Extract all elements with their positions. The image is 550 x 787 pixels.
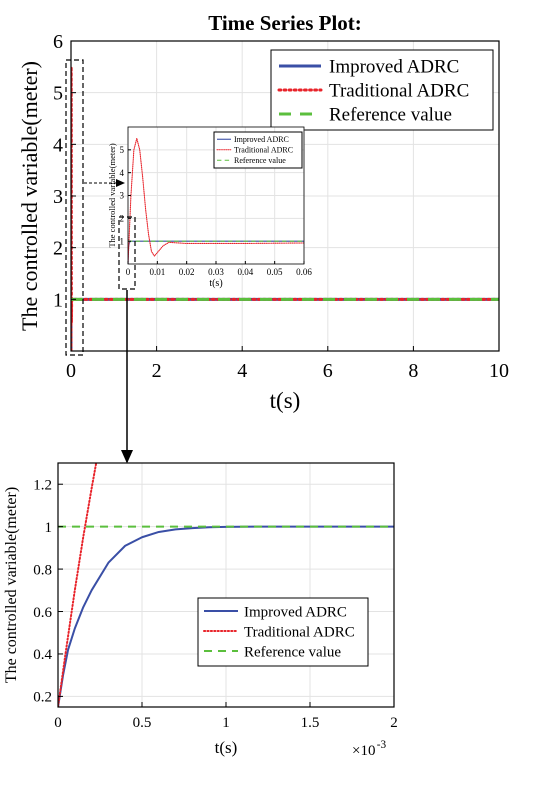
- x-multiplier: ×10: [352, 743, 375, 759]
- x-tick-label: 1: [222, 715, 230, 731]
- series-line-traditional-adrc: [128, 137, 304, 264]
- y-tick-label: 4: [53, 134, 63, 156]
- x-tick-label: 2: [390, 715, 398, 731]
- y-tick-label: 2: [53, 238, 63, 260]
- y-tick-label: 6: [53, 31, 63, 53]
- x-tick-label: 2: [152, 360, 162, 382]
- x-tick-label: 0.01: [149, 267, 165, 277]
- x-axis-label: t(s): [209, 278, 222, 289]
- inset-plot: 0 0.01 0.02 0.03 0.04 0.05 0.06 1 2 3 4 5 t(s) The co…: [107, 126, 312, 289]
- x-axis-label: t(s): [270, 388, 301, 413]
- x-multiplier-exponent: -3: [377, 739, 387, 751]
- y-tick-label: 4: [120, 168, 125, 178]
- zoom-annotations: [65, 59, 136, 464]
- zoom-region-box-main: [65, 59, 84, 356]
- y-axis-label: The controlled variable(meter): [107, 143, 117, 247]
- zoom-plot: 0 0.5 1 1.5 2 0.2 0.4 0.6 0.8 1 1.2 t(s) The control…: [3, 462, 398, 759]
- x-tick-label: 1.5: [301, 715, 320, 731]
- y-axis-label: The controlled variable(meter): [3, 487, 20, 683]
- y-tick-label: 1: [120, 236, 125, 246]
- x-tick-label: 0.03: [208, 267, 224, 277]
- x-tick-label: 4: [237, 360, 247, 382]
- legend-label: Improved ADRC: [329, 57, 459, 78]
- y-tick-label: 0.8: [33, 562, 52, 578]
- x-tick-label: 0.02: [179, 267, 195, 277]
- x-axis-label: t(s): [215, 738, 238, 757]
- y-tick-label: 3: [120, 191, 125, 201]
- legend-box: [197, 597, 369, 667]
- x-tick-label: 0.06: [296, 267, 312, 277]
- y-axis-label: The controlled variable(meter): [17, 61, 42, 331]
- legend-label: Reference value: [234, 156, 286, 165]
- x-tick-label: 0.5: [133, 715, 152, 731]
- legend-box: [270, 49, 494, 131]
- x-tick-label: 0.04: [237, 267, 253, 277]
- x-tick-label: 0.05: [267, 267, 283, 277]
- y-tick-label: 2: [120, 213, 125, 223]
- y-tick-label: 1: [53, 289, 63, 311]
- y-tick-label: 1: [45, 520, 53, 536]
- x-tick-label: 0: [54, 715, 62, 731]
- y-tick-label: 5: [120, 145, 125, 155]
- legend-label: Traditional ADRC: [329, 81, 469, 102]
- legend-label: Traditional ADRC: [244, 624, 355, 640]
- y-tick-label: 1.2: [33, 477, 52, 493]
- y-tick-label: 0.2: [33, 690, 52, 706]
- series-line-improved-adrc: [58, 525, 394, 707]
- legend-label: Reference value: [244, 644, 341, 660]
- legend-label: Improved ADRC: [244, 604, 347, 620]
- legend-label: Reference value: [329, 105, 452, 126]
- chart-title: Time Series Plot:: [208, 11, 362, 35]
- legend-label: Traditional ADRC: [234, 146, 293, 155]
- x-tick-label: 0: [66, 360, 76, 382]
- x-tick-label: 10: [489, 360, 509, 382]
- y-tick-label: 5: [53, 83, 63, 105]
- x-tick-label: 6: [323, 360, 333, 382]
- x-tick-label: 0: [126, 267, 131, 277]
- x-tick-label: 8: [408, 360, 418, 382]
- y-tick-label: 3: [53, 186, 63, 208]
- y-tick-label: 0.6: [33, 605, 52, 621]
- zoom-region-box-inset: [118, 216, 136, 290]
- series-group: [58, 463, 394, 707]
- y-tick-label: 0.4: [33, 647, 52, 663]
- legend-label: Improved ADRC: [234, 135, 289, 144]
- series-line-traditional-adrc: [58, 463, 98, 707]
